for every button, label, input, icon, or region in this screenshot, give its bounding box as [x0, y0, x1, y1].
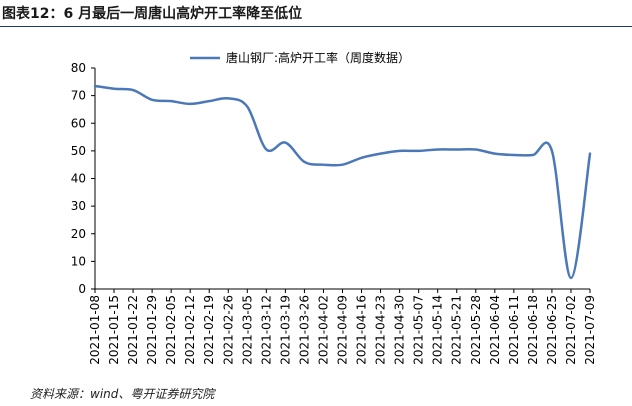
data-point	[208, 100, 210, 102]
x-tick-label: 2021-02-19	[202, 295, 216, 365]
data-point	[341, 163, 343, 165]
x-tick-label: 2021-01-08	[88, 295, 102, 365]
data-point	[456, 148, 458, 150]
x-tick-label: 2021-01-15	[107, 295, 121, 365]
y-tick-label: 70	[71, 89, 86, 103]
x-tick-label: 2021-04-30	[393, 295, 407, 365]
x-tick-label: 2021-05-07	[412, 295, 426, 365]
title-rule	[0, 26, 632, 27]
data-point	[570, 277, 572, 279]
data-point	[360, 157, 362, 159]
series-line	[93, 84, 592, 280]
chart-series	[93, 84, 592, 280]
x-tick-label: 2021-05-28	[469, 295, 483, 365]
legend-label: 唐山钢厂:高炉开工率（周度数据）	[226, 50, 410, 65]
data-point	[589, 152, 591, 154]
data-point	[532, 154, 534, 156]
data-point	[170, 100, 172, 102]
x-tick-label: 2021-04-23	[374, 295, 388, 365]
x-tick-label: 2021-02-26	[221, 295, 235, 365]
data-point	[113, 88, 115, 90]
data-point	[94, 85, 96, 87]
data-point	[398, 150, 400, 152]
data-point	[494, 152, 496, 154]
x-tick-label: 2021-04-16	[355, 295, 369, 365]
x-tick-label: 2021-06-11	[507, 295, 521, 365]
source-note: 资料来源：wind、粤开证券研究院	[30, 387, 215, 401]
y-tick-label: 40	[71, 172, 86, 186]
data-point	[303, 161, 305, 163]
data-point	[513, 154, 515, 156]
x-tick-label: 2021-03-05	[240, 295, 254, 365]
x-tick-label: 2021-03-26	[297, 295, 311, 365]
x-tick-label: 2021-01-22	[126, 295, 140, 365]
y-tick-label: 80	[71, 61, 86, 75]
x-tick-label: 2021-03-19	[278, 295, 292, 365]
x-tick-label: 2021-01-29	[145, 295, 159, 365]
figure-title: 图表12：6 月最后一周唐山高炉开工率降至低位	[2, 6, 303, 22]
data-point	[436, 148, 438, 150]
data-point	[322, 163, 324, 165]
y-tick-label: 0	[78, 282, 86, 296]
x-tick-label: 2021-04-02	[316, 295, 330, 365]
data-point	[284, 141, 286, 143]
x-tick-label: 2021-05-14	[431, 295, 445, 365]
y-tick-label: 60	[71, 116, 86, 130]
data-point	[151, 99, 153, 101]
chart-legend: 唐山钢厂:高炉开工率（周度数据）	[190, 50, 410, 65]
y-tick-label: 30	[71, 199, 86, 213]
data-point	[265, 148, 267, 150]
x-tick-label: 2021-04-09	[336, 295, 350, 365]
x-tick-label: 2021-03-12	[259, 295, 273, 365]
x-tick-label: 2021-07-02	[564, 295, 578, 365]
y-tick-label: 50	[71, 144, 86, 158]
data-point	[246, 105, 248, 107]
data-point	[379, 152, 381, 154]
x-tick-label: 2021-02-05	[164, 295, 178, 365]
data-point	[551, 150, 553, 152]
x-tick-label: 2021-05-21	[450, 295, 464, 365]
y-tick-label: 10	[71, 254, 86, 268]
y-tick-label: 20	[71, 227, 86, 241]
x-tick-label: 2021-06-25	[545, 295, 559, 365]
x-tick-label: 2021-07-09	[583, 295, 597, 365]
data-point	[227, 97, 229, 99]
data-point	[132, 89, 134, 91]
x-tick-label: 2021-06-04	[488, 295, 502, 365]
x-tick-label: 2021-02-12	[183, 295, 197, 365]
data-point	[417, 150, 419, 152]
data-point	[475, 148, 477, 150]
x-tick-label: 2021-06-18	[526, 295, 540, 365]
data-point	[189, 103, 191, 105]
chart-ticks: 0 10 20 30 40 50 60 70 80 2021-01-08 2021-01-15 202…	[71, 61, 597, 365]
